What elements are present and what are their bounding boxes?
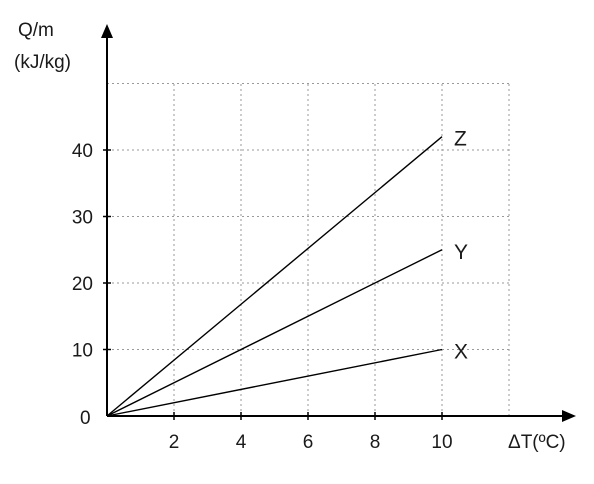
series-line-z	[106, 136, 443, 417]
y-tick-label: 30	[72, 208, 93, 229]
series-label-y: Y	[454, 241, 468, 264]
y-axis-label-line1: Q/m	[18, 20, 54, 41]
origin-label: 0	[80, 408, 91, 429]
x-tick-label: 6	[303, 432, 314, 453]
x-tick-label: 4	[236, 432, 247, 453]
series: X Y Z	[106, 128, 468, 417]
series-line-x	[106, 348, 443, 417]
series-label-x: X	[454, 341, 468, 364]
x-tick-label: 10	[431, 432, 452, 453]
x-axis-label: ΔT(ºC)	[508, 432, 566, 453]
y-tick-label: 40	[72, 141, 93, 162]
series-label-z: Z	[454, 128, 467, 151]
ticks: 2 4 6 8 10 10 20 30 40	[72, 141, 453, 453]
x-tick-label: 8	[370, 432, 381, 453]
y-axis-arrow	[101, 24, 113, 38]
series-line-y	[106, 249, 443, 417]
axes	[101, 24, 576, 422]
y-tick-label: 20	[72, 274, 93, 295]
x-axis-arrow	[562, 410, 576, 422]
y-tick-label: 10	[72, 341, 93, 362]
y-axis-label-line2: (kJ/kg)	[14, 52, 71, 73]
x-tick-label: 2	[169, 432, 180, 453]
